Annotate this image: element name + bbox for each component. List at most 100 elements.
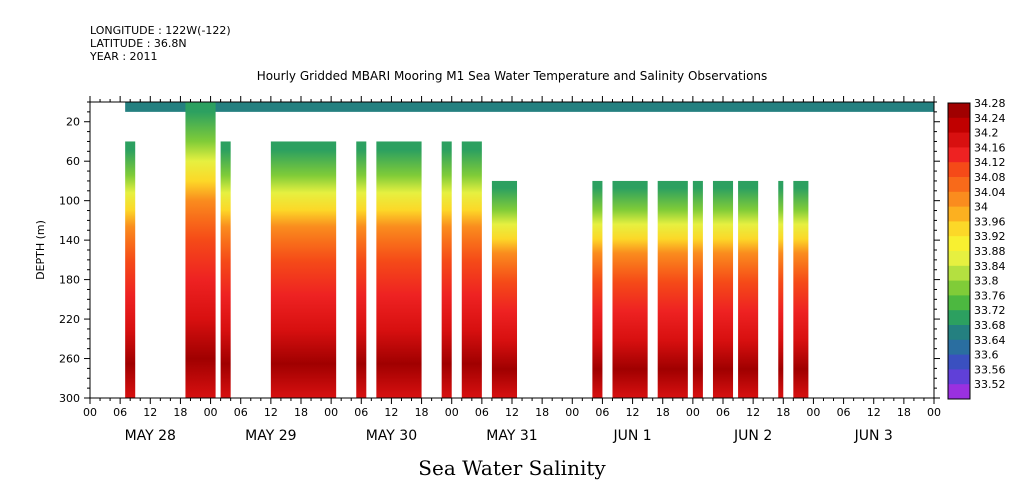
colorbar-label: 34.08: [974, 171, 1006, 184]
colorbar-swatch: [948, 236, 970, 252]
data-segment: [185, 102, 216, 398]
x-hour-label: 06: [837, 406, 851, 419]
axes: 00 06 12 18 00 06 12 18 00 06 12 18 00 06 12 18 00 06 12 18…: [59, 96, 941, 444]
x-hour-label: 06: [595, 406, 609, 419]
x-hour-label: 06: [113, 406, 127, 419]
x-hour-label: 12: [867, 406, 881, 419]
colorbar-label: 33.68: [974, 319, 1006, 332]
colorbar-label: 34.04: [974, 186, 1006, 199]
colorbar-swatch: [948, 191, 970, 208]
x-hour-label: 12: [626, 406, 640, 419]
colorbar-label: 34.28: [974, 97, 1006, 110]
x-hour-label: 00: [686, 406, 700, 419]
colorbar-label: 33.92: [974, 230, 1006, 243]
x-day-label: JUN 1: [612, 428, 651, 444]
colorbar-swatch: [948, 221, 970, 237]
colorbar-label: 33.64: [974, 334, 1006, 347]
colorbar-swatch: [948, 251, 970, 267]
colorbar-swatch: [948, 325, 970, 341]
x-hour-label: 00: [927, 406, 941, 419]
y-tick-label: 60: [66, 155, 80, 168]
x-hour-label: 18: [415, 406, 429, 419]
colorbar-swatch: [948, 147, 970, 163]
x-hour-label: 18: [173, 406, 187, 419]
y-tick-label: 20: [66, 116, 80, 129]
y-tick-label: 300: [59, 392, 80, 405]
colorbar-swatch: [948, 162, 970, 178]
colorbar-swatch: [948, 295, 970, 311]
data-segment: [270, 141, 337, 398]
colorbar-swatch: [948, 117, 970, 134]
colorbar-swatch: [948, 354, 970, 370]
x-day-label: JUN 3: [854, 428, 893, 444]
colorbar-swatch: [948, 103, 970, 119]
x-day-label: MAY 29: [245, 428, 296, 444]
colorbar-label: 34.12: [974, 156, 1006, 169]
x-hour-label: 12: [143, 406, 157, 419]
y-axis-label: DEPTH (m): [34, 220, 47, 280]
x-hour-label: 12: [264, 406, 278, 419]
x-hour-label: 18: [535, 406, 549, 419]
x-hour-label: 18: [294, 406, 308, 419]
x-hour-label: 00: [204, 406, 218, 419]
colorbar-label: 33.8: [974, 275, 999, 288]
x-day-label: MAY 30: [366, 428, 417, 444]
chart-title: Hourly Gridded MBARI Mooring M1 Sea Wate…: [257, 69, 768, 83]
data-segment: [712, 180, 734, 398]
longitude-label: LONGITUDE : 122W(-122): [90, 24, 231, 37]
data-segment: [441, 141, 452, 398]
x-hour-label: 18: [656, 406, 670, 419]
data-segment: [793, 180, 809, 398]
colorbar-label: 33.84: [974, 260, 1006, 273]
x-hour-label: 18: [897, 406, 911, 419]
x-hour-label: 00: [83, 406, 97, 419]
x-hour-label: 12: [384, 406, 398, 419]
y-tick-label: 140: [59, 234, 80, 247]
x-hour-label: 00: [565, 406, 579, 419]
data-segment: [778, 180, 784, 398]
colorbar-label: 33.88: [974, 245, 1006, 258]
y-tick-label: 100: [59, 195, 80, 208]
data-segment: [356, 141, 367, 398]
data-segment: [592, 180, 603, 398]
x-hour-label: 06: [234, 406, 248, 419]
y-tick-label: 220: [59, 313, 80, 326]
colorbar-frame: [947, 102, 971, 400]
x-hour-label: 18: [776, 406, 790, 419]
colorbar-swatch: [948, 280, 970, 296]
colorbar-label: 34.24: [974, 112, 1006, 125]
colorbar-swatch: [948, 206, 970, 222]
data-segment: [491, 180, 518, 398]
colorbar-swatch: [948, 384, 970, 400]
colorbar-label: 33.72: [974, 304, 1006, 317]
colorbar-swatch: [948, 339, 970, 356]
colorbar-swatch: [948, 310, 970, 326]
data-segment: [220, 141, 231, 398]
x-hour-label: 06: [716, 406, 730, 419]
data-segment: [657, 180, 688, 398]
y-tick-label: 260: [59, 353, 80, 366]
x-hour-label: 00: [445, 406, 459, 419]
x-day-label: MAY 28: [125, 428, 176, 444]
colorbar-swatch: [948, 177, 970, 193]
colorbar-label: 33.96: [974, 215, 1006, 228]
colorbar-label: 33.52: [974, 378, 1006, 391]
colorbar: 34.2834.2434.234.1634.1234.0834.043433.9…: [947, 97, 1006, 400]
colorbar-swatch: [948, 369, 970, 385]
x-hour-label: 00: [324, 406, 338, 419]
colorbar-label: 34: [974, 201, 988, 214]
colorbar-label: 33.6: [974, 349, 999, 362]
x-day-label: MAY 31: [486, 428, 537, 444]
data-segment: [125, 141, 136, 398]
x-hour-label: 12: [746, 406, 760, 419]
colorbar-label: 34.16: [974, 141, 1006, 154]
surface-band: [125, 102, 934, 112]
colorbar-label: 33.56: [974, 363, 1006, 376]
x-hour-label: 12: [505, 406, 519, 419]
year-label: YEAR : 2011: [90, 50, 158, 63]
colorbar-label: 33.76: [974, 289, 1006, 302]
colorbar-swatch: [948, 132, 970, 148]
data-segment: [376, 141, 422, 398]
data-segment: [461, 141, 482, 398]
